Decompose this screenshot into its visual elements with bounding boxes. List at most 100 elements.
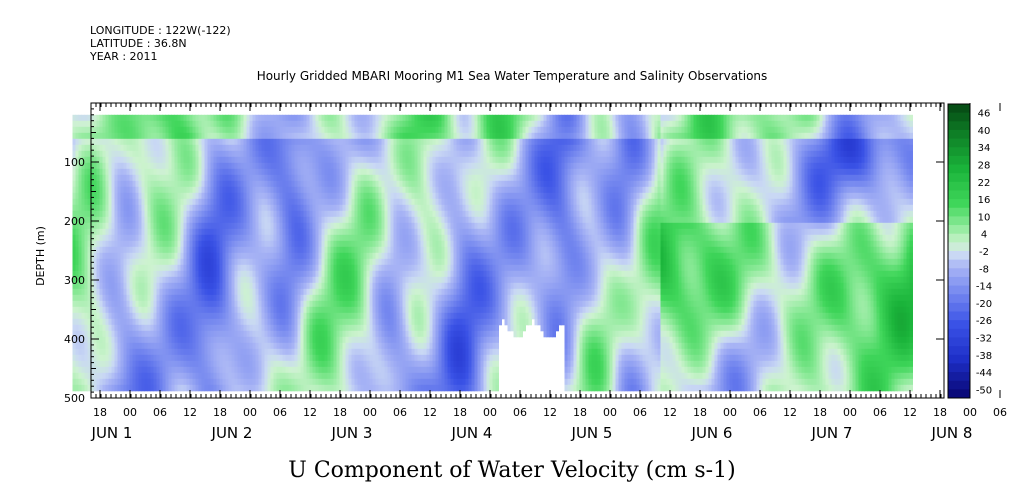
- heatmap-cell: [255, 246, 259, 254]
- heatmap-cell: [153, 114, 157, 122]
- heatmap-cell: [321, 252, 325, 260]
- heatmap-cell: [345, 294, 349, 302]
- heatmap-cell: [360, 162, 364, 170]
- heatmap-cell: [96, 204, 100, 212]
- heatmap-cell: [396, 132, 400, 140]
- heatmap-cell: [129, 210, 133, 218]
- heatmap-cell: [201, 384, 205, 392]
- heatmap-cell: [297, 114, 301, 122]
- heatmap-cell: [72, 372, 76, 380]
- heatmap-cell: [270, 168, 274, 176]
- heatmap-cell: [99, 306, 103, 314]
- heatmap-cell: [168, 222, 172, 230]
- heatmap-cell: [324, 120, 328, 128]
- heatmap-cell: [321, 264, 325, 272]
- heatmap-cell: [114, 378, 118, 386]
- heatmap-cell: [168, 252, 172, 260]
- heatmap-cell: [123, 240, 127, 248]
- heatmap-cell: [192, 348, 196, 356]
- heatmap-cell: [330, 312, 334, 320]
- heatmap-cell: [387, 378, 391, 386]
- heatmap-cell: [108, 318, 112, 326]
- heatmap-cell: [318, 336, 322, 344]
- heatmap-cell: [258, 306, 262, 314]
- heatmap-cell: [150, 144, 154, 152]
- heatmap-cell: [78, 168, 82, 176]
- heatmap-cell: [216, 180, 220, 188]
- heatmap-cell: [186, 240, 190, 248]
- heatmap-cell: [96, 384, 100, 392]
- heatmap-cell: [135, 234, 139, 242]
- heatmap-cell: [234, 336, 238, 344]
- heatmap-cell: [222, 378, 226, 386]
- heatmap-cell: [372, 324, 376, 332]
- heatmap-cell: [120, 324, 124, 332]
- heatmap-cell: [120, 270, 124, 278]
- heatmap-cell: [204, 306, 208, 314]
- heatmap-cell: [195, 132, 199, 140]
- heatmap-cell: [294, 384, 298, 392]
- heatmap-cell: [102, 348, 106, 356]
- heatmap-cell: [372, 276, 376, 284]
- heatmap-cell: [153, 372, 157, 380]
- heatmap-cell: [369, 354, 373, 362]
- heatmap-cell: [234, 216, 238, 224]
- heatmap-cell: [282, 240, 286, 248]
- heatmap-cell: [102, 186, 106, 194]
- heatmap-cell: [192, 300, 196, 308]
- heatmap-cell: [264, 192, 268, 200]
- heatmap-cell: [342, 228, 346, 236]
- heatmap-cell: [237, 234, 241, 242]
- heatmap-cell: [117, 216, 121, 224]
- heatmap-cell: [270, 336, 274, 344]
- heatmap-cell: [147, 204, 151, 212]
- heatmap-cell: [159, 168, 163, 176]
- heatmap-cell: [162, 204, 166, 212]
- heatmap-cell: [303, 270, 307, 278]
- heatmap-cell: [252, 378, 256, 386]
- heatmap-cell: [372, 288, 376, 296]
- heatmap-cell: [120, 330, 124, 338]
- heatmap-cell: [192, 360, 196, 368]
- heatmap-cell: [231, 144, 235, 152]
- heatmap-cell: [117, 192, 121, 200]
- heatmap-cell: [114, 384, 118, 392]
- heatmap-cell: [333, 264, 337, 272]
- heatmap-cell: [360, 132, 364, 140]
- heatmap-cell: [360, 360, 364, 368]
- heatmap-cell: [84, 162, 88, 170]
- heatmap-cell: [102, 324, 106, 332]
- heatmap-cell: [216, 144, 220, 152]
- heatmap-cell: [135, 360, 139, 368]
- heatmap-cell: [276, 174, 280, 182]
- heatmap-cell: [237, 216, 241, 224]
- heatmap-cell: [276, 114, 280, 122]
- heatmap-cell: [354, 150, 358, 158]
- heatmap-cell: [234, 150, 238, 158]
- heatmap-cell: [177, 240, 181, 248]
- heatmap-cell: [309, 222, 313, 230]
- heatmap-cell: [228, 150, 232, 158]
- heatmap-cell: [159, 174, 163, 182]
- heatmap-cell: [381, 384, 385, 392]
- heatmap-cell: [276, 378, 280, 386]
- heatmap-cell: [309, 366, 313, 374]
- heatmap-cell: [309, 330, 313, 338]
- heatmap-cell: [78, 114, 82, 122]
- heatmap-cell: [198, 192, 202, 200]
- heatmap-cell: [345, 384, 349, 392]
- heatmap-cell: [114, 372, 118, 380]
- heatmap-cell: [210, 210, 214, 218]
- heatmap-cell: [186, 372, 190, 380]
- heatmap-cell: [339, 270, 343, 278]
- heatmap-cell: [279, 384, 283, 392]
- heatmap-cell: [318, 174, 322, 182]
- heatmap-cell: [129, 276, 133, 284]
- heatmap-cell: [222, 252, 226, 260]
- heatmap-cell: [291, 114, 295, 122]
- heatmap-cell: [261, 342, 265, 350]
- heatmap-cell: [261, 180, 265, 188]
- heatmap-cell: [306, 318, 310, 326]
- heatmap-cell: [174, 264, 178, 272]
- heatmap-cell: [135, 282, 139, 290]
